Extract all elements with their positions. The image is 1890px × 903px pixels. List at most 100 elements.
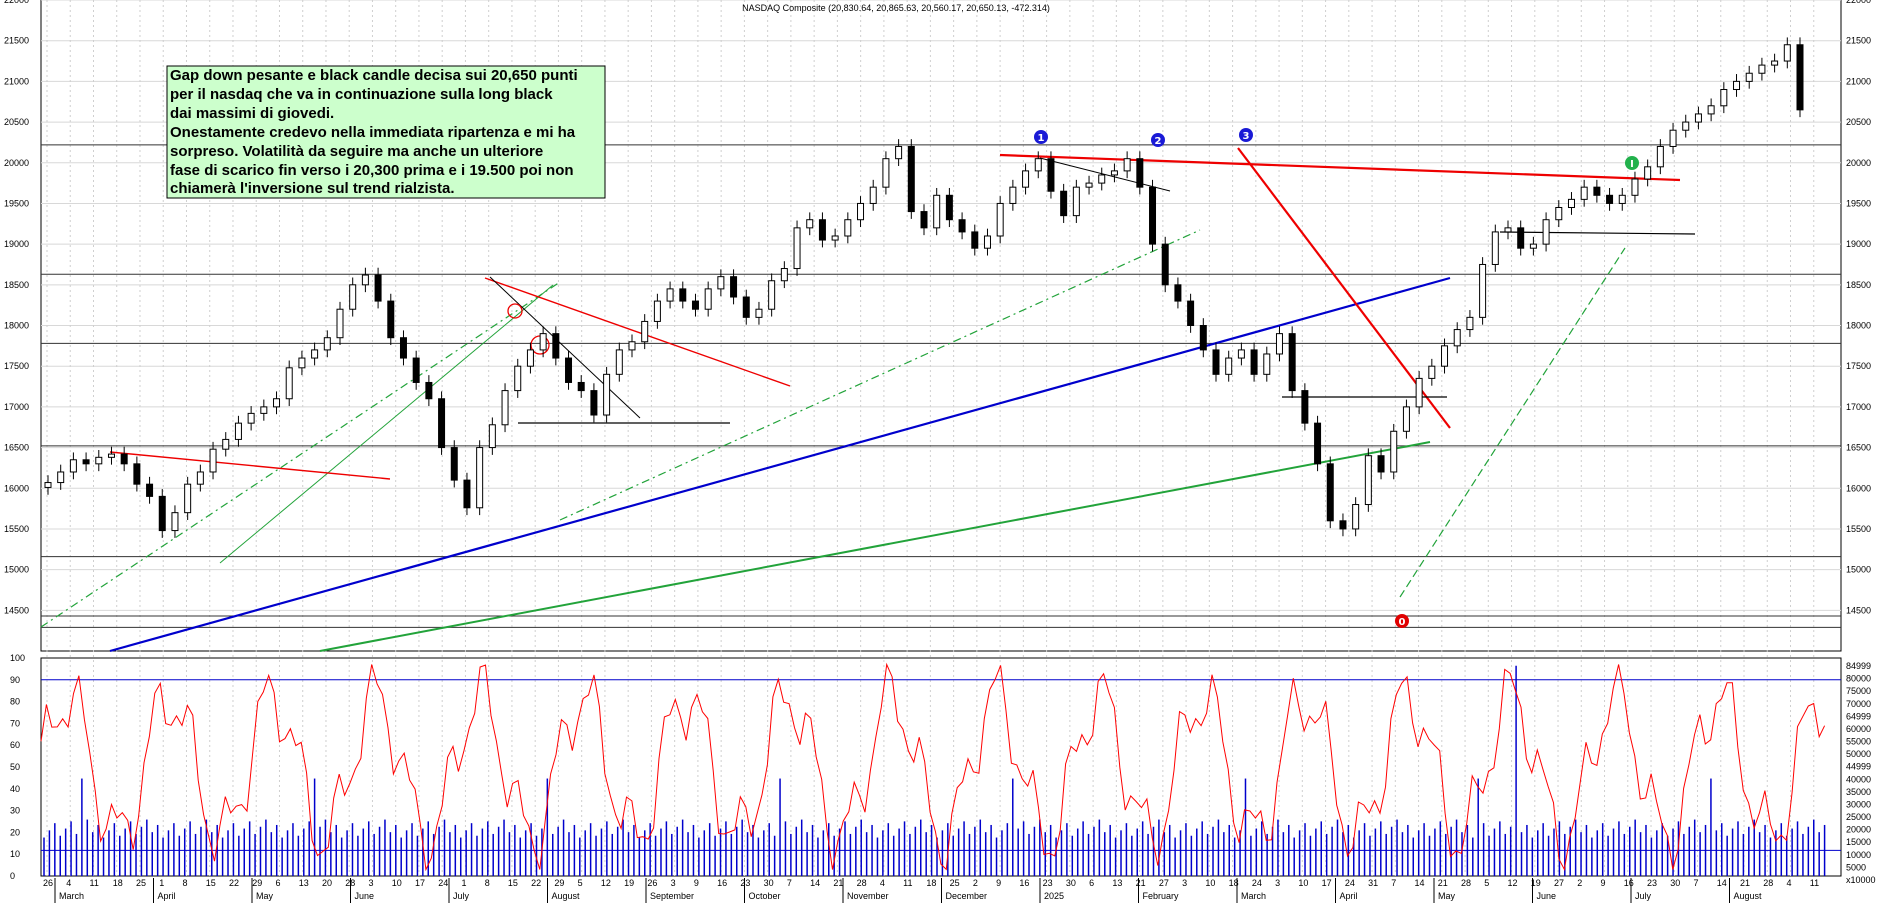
candle-body	[1517, 227, 1525, 249]
candle-body	[1504, 227, 1512, 233]
oscillator-tick: 10	[10, 849, 20, 859]
candle-body	[1022, 170, 1030, 188]
candle-body	[1555, 207, 1563, 221]
oscillator-tick: 100	[10, 653, 25, 663]
price-tick-right: 20000	[1846, 158, 1871, 168]
date-tick: 3	[671, 878, 676, 888]
candle-body	[1707, 105, 1715, 115]
candle-body	[818, 219, 826, 241]
candle-body	[146, 483, 154, 497]
date-tick: 9	[694, 878, 699, 888]
candle-body	[1047, 158, 1055, 192]
candle-body	[1098, 174, 1106, 184]
oscillator-line	[40, 662, 1826, 872]
candle-body	[933, 194, 941, 229]
candle-body	[1618, 194, 1626, 204]
wave-marker-badge	[1239, 128, 1253, 142]
candle-body	[641, 320, 649, 343]
candle-body	[488, 424, 496, 449]
date-tick: 3	[1182, 878, 1187, 888]
oscillator-tick: 30	[10, 806, 20, 816]
oscillator-axis: 0 10 20 30 40 50 60 70 80 90 100	[10, 653, 1841, 881]
candle-body	[158, 495, 166, 532]
annotation-note: Gap down pesante e black candle decisa s…	[166, 65, 606, 199]
oscillator-tick: 20	[10, 827, 20, 837]
price-tick-right: 15500	[1846, 524, 1871, 534]
candle-body	[1212, 349, 1220, 375]
support-resistance-lines	[41, 144, 1841, 628]
candle-body	[1034, 158, 1042, 172]
price-tick-left: 19500	[4, 198, 29, 208]
candle-body	[1771, 60, 1779, 66]
candle-body	[234, 422, 242, 440]
candle-body	[501, 390, 509, 426]
candle-body	[1415, 377, 1423, 408]
candle-body	[1694, 113, 1702, 123]
candle-body	[1593, 186, 1601, 196]
candle-body	[1796, 44, 1804, 111]
candle-body	[1441, 345, 1449, 367]
date-tick: 6	[275, 878, 280, 888]
price-tick-left: 14500	[4, 605, 29, 615]
candle-body	[311, 349, 319, 359]
date-tick: 11	[89, 878, 98, 888]
date-tick: 30	[764, 878, 774, 888]
date-tick: 27	[1159, 878, 1169, 888]
trend-line	[319, 441, 1431, 652]
trend-line	[489, 276, 641, 419]
candle-body	[793, 227, 801, 270]
note-line-6: fase di scarico fin verso i 20,300 prima…	[170, 162, 574, 179]
price-tick-left: 21000	[4, 76, 29, 86]
trend-line	[109, 451, 391, 480]
price-tick-right: 22000	[1846, 0, 1871, 5]
candle-body	[1606, 194, 1614, 204]
oscillator-tick: 80	[10, 697, 20, 707]
volume-tick: 50000	[1846, 749, 1871, 759]
candle-body	[1644, 166, 1652, 180]
date-tick: 14	[1415, 878, 1425, 888]
candle-body	[1567, 198, 1575, 209]
price-tick-left: 17500	[4, 361, 29, 371]
candle-body	[869, 186, 877, 204]
date-tick: 19	[624, 878, 634, 888]
month-label: December	[946, 891, 988, 901]
date-tick: 3	[368, 878, 373, 888]
candle-body	[1136, 158, 1144, 188]
candle-body	[1656, 145, 1664, 168]
month-label: July	[453, 891, 470, 901]
candle-body	[222, 438, 230, 450]
wave-marker-badge	[1034, 130, 1048, 144]
candle-body	[565, 357, 573, 383]
price-tick-right: 21500	[1846, 36, 1871, 46]
candle-body	[196, 471, 204, 485]
date-tick: 24	[438, 878, 448, 888]
candle-body	[133, 463, 141, 485]
candle-body	[1060, 190, 1068, 217]
price-tick-left: 21500	[4, 36, 29, 46]
date-tick: 7	[1694, 878, 1699, 888]
candle-body	[920, 211, 928, 229]
date-tick: 16	[1624, 878, 1634, 888]
date-tick: 10	[1298, 878, 1308, 888]
wave-marker-label: 3	[1243, 131, 1250, 142]
candle-body	[1402, 406, 1410, 432]
candle-body	[755, 308, 763, 318]
price-tick-left: 16500	[4, 443, 29, 453]
candle-body	[1110, 170, 1118, 176]
candle-body	[438, 398, 446, 449]
candle-body	[768, 280, 776, 310]
volume-tick: 80000	[1846, 674, 1871, 684]
candle-body	[285, 367, 293, 400]
price-tick-right: 18000	[1846, 321, 1871, 331]
candle-body	[1783, 44, 1791, 62]
month-label: June	[355, 891, 375, 901]
date-tick: 18	[113, 878, 123, 888]
month-label: April	[1340, 891, 1358, 901]
candle-body	[1288, 333, 1296, 392]
oscillator-tick: 70	[10, 718, 20, 728]
volume-tick: 15000	[1846, 837, 1871, 847]
date-tick: 8	[485, 878, 490, 888]
date-tick: 1	[159, 878, 164, 888]
candle-body	[653, 300, 661, 322]
date-tick: 11	[903, 878, 912, 888]
